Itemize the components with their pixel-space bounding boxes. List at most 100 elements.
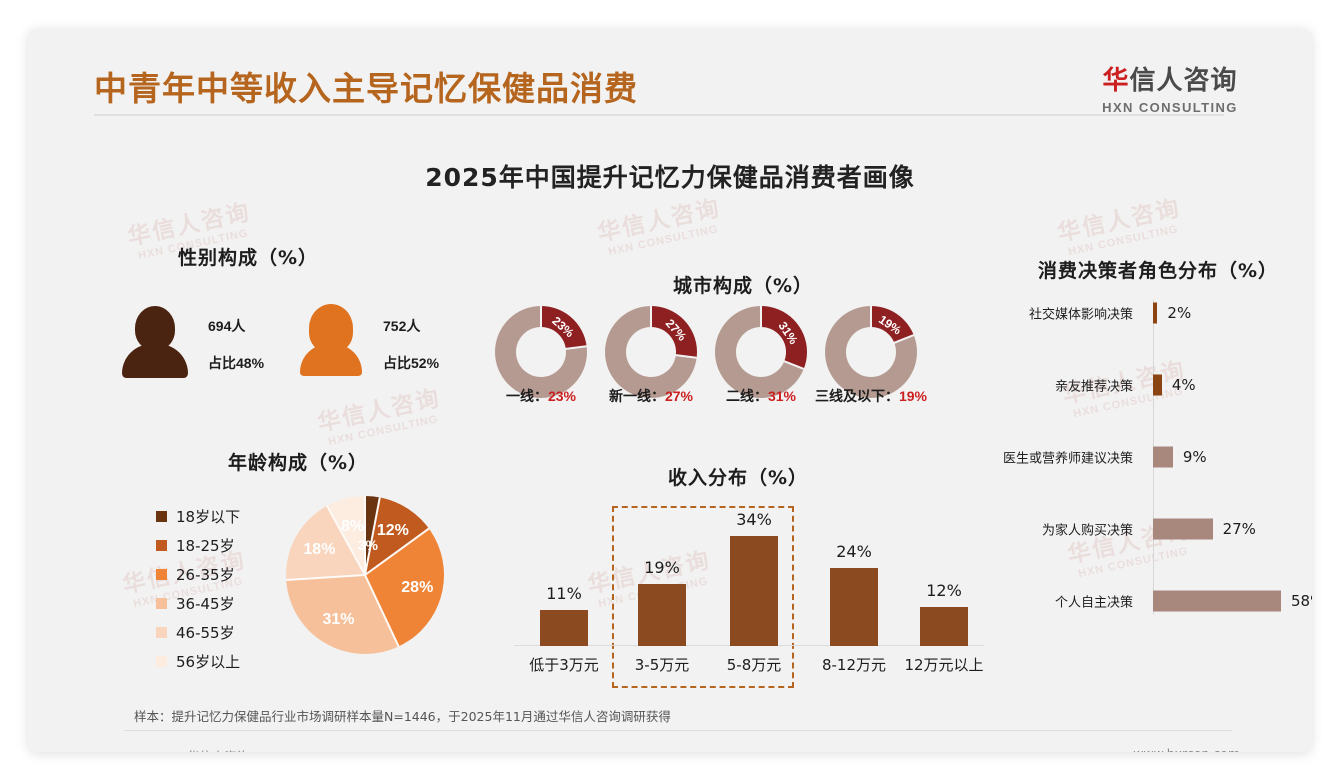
decision-maker-row: 医生或营养师建议决策 9% bbox=[988, 446, 1308, 468]
income-bar-chart: 11% 低于3万元 19% 3-5万元 34% 5-8万元 24% 8-12万元 12% 12万元… bbox=[514, 498, 984, 688]
city-donut: 23% bbox=[495, 306, 587, 398]
decision-maker-row: 个人自主决策 58% bbox=[988, 590, 1312, 612]
city-donut-caption: 新一线：27% bbox=[608, 388, 694, 404]
income-bar-value: 11% bbox=[546, 584, 582, 604]
age-legend-item: 46-55岁 bbox=[156, 618, 240, 647]
income-bar-value: 34% bbox=[736, 509, 772, 529]
age-legend: 18岁以下 18-25岁 26-35岁 36-45岁 46-55岁 56岁以上 bbox=[156, 502, 240, 676]
decision-maker-bar bbox=[1153, 518, 1213, 540]
decision-maker-bar-chart: 社交媒体影响决策 2% 亲友推荐决策 4% 医生或营养师建议决策 9% 为家人购买决策 27%… bbox=[988, 298, 1312, 628]
female-count: 752人 bbox=[383, 318, 421, 334]
income-chart-title: 收入分布（%） bbox=[667, 467, 809, 489]
decision-maker-value: 9% bbox=[1182, 448, 1207, 466]
legend-swatch bbox=[156, 511, 167, 522]
page-title: 中青年中等收入主导记忆保健品消费 bbox=[94, 69, 638, 108]
decision-maker-value: 27% bbox=[1222, 520, 1256, 538]
income-bar-group: 11% 低于3万元 bbox=[529, 584, 599, 674]
decision-maker-label: 亲友推荐决策 bbox=[1054, 379, 1133, 395]
pie-slice-label: 3% bbox=[357, 537, 378, 554]
pie-slice-label: 28% bbox=[401, 579, 434, 597]
legend-label: 18-25岁 bbox=[176, 537, 235, 555]
decision-maker-label: 医生或营养师建议决策 bbox=[1002, 451, 1133, 467]
age-legend-item: 36-45岁 bbox=[156, 589, 240, 618]
legend-label: 46-55岁 bbox=[176, 624, 235, 642]
pie-slice-label: 12% bbox=[376, 522, 409, 540]
pie-slice-divider bbox=[286, 574, 366, 581]
decision-maker-value: 4% bbox=[1171, 376, 1196, 394]
male-count: 694人 bbox=[208, 318, 246, 334]
legend-label: 36-45岁 bbox=[176, 595, 235, 613]
city-donut: 31% bbox=[715, 306, 807, 398]
legend-label: 18岁以下 bbox=[176, 508, 241, 526]
income-bar bbox=[920, 607, 968, 646]
legend-swatch bbox=[156, 569, 167, 580]
decision-maker-bar bbox=[1153, 302, 1158, 324]
age-legend-item: 18岁以下 bbox=[156, 502, 240, 531]
company-logo: 华信人咨询 HXN CONSULTING bbox=[1070, 60, 1270, 115]
legend-swatch bbox=[156, 627, 167, 638]
chart-subtitle: 2025年中国提升记忆力保健品消费者画像 bbox=[425, 163, 915, 192]
decision-maker-value: 2% bbox=[1167, 304, 1192, 322]
donut-hole bbox=[516, 327, 566, 377]
decision-maker-bar bbox=[1153, 446, 1173, 468]
pie-slice-divider bbox=[364, 574, 400, 647]
age-chart-title: 年龄构成（%） bbox=[227, 452, 369, 474]
legend-label: 26-35岁 bbox=[176, 566, 235, 584]
decision-maker-bar bbox=[1153, 374, 1162, 396]
income-bar-category: 12万元以上 bbox=[904, 656, 984, 674]
logo-english: HXN CONSULTING bbox=[1102, 100, 1238, 115]
decision-maker-row: 亲友推荐决策 4% bbox=[988, 374, 1308, 396]
footer-divider bbox=[124, 730, 1232, 731]
city-donut-caption: 一线：23% bbox=[505, 388, 577, 404]
decision-maker-label: 个人自主决策 bbox=[1054, 595, 1133, 611]
city-chart-title: 城市构成（%） bbox=[672, 275, 814, 297]
pie-slice-label: 18% bbox=[303, 540, 336, 558]
pie-slice-label: 31% bbox=[322, 610, 355, 628]
decision-maker-label: 为家人购买决策 bbox=[1041, 523, 1133, 539]
city-donut: 27% bbox=[605, 306, 697, 398]
donut-hole bbox=[846, 327, 896, 377]
legend-swatch bbox=[156, 598, 167, 609]
decision-maker-label: 社交媒体影响决策 bbox=[1028, 307, 1133, 323]
income-bar-group: 34% 5-8万元 bbox=[727, 510, 782, 675]
infographic-card: 华信人咨询 HXN CONSULTING 华信人咨询 HXN CONSULTING … bbox=[28, 28, 1312, 752]
website-url: www.hxrcon.com bbox=[1133, 746, 1240, 752]
age-legend-item: 26-35岁 bbox=[156, 560, 240, 589]
income-bar bbox=[540, 610, 588, 646]
income-bar-value: 12% bbox=[926, 581, 962, 600]
female-person-icon bbox=[298, 304, 364, 376]
income-bar-value: 19% bbox=[644, 558, 680, 578]
income-bar-category: 3-5万元 bbox=[634, 656, 690, 674]
donut-hole bbox=[736, 327, 786, 377]
income-bar-category: 5-8万元 bbox=[726, 656, 782, 674]
income-bar bbox=[638, 584, 686, 646]
gender-section-title: 性别构成（%） bbox=[177, 247, 319, 269]
male-share: 占比48% bbox=[208, 355, 265, 371]
decision-maker-bar bbox=[1153, 590, 1281, 612]
pie-slice-label: 8% bbox=[341, 517, 365, 535]
donut-hole bbox=[626, 327, 676, 377]
legend-swatch bbox=[156, 656, 167, 667]
decision-maker-value: 58% bbox=[1291, 592, 1312, 610]
decision-maker-row: 社交媒体影响决策 2% bbox=[988, 302, 1308, 324]
city-donut-caption: 三线及以下：19% bbox=[814, 388, 928, 404]
income-bar-category: 低于3万元 bbox=[529, 656, 599, 674]
income-highlight-box bbox=[612, 506, 794, 688]
income-bar-value: 24% bbox=[836, 542, 872, 561]
city-donut: 19% bbox=[825, 306, 917, 398]
income-bar bbox=[830, 568, 878, 646]
legend-label: 56岁以上 bbox=[176, 653, 241, 671]
decision-maker-row: 为家人购买决策 27% bbox=[988, 518, 1308, 540]
logo-char-hua: 华 bbox=[1102, 66, 1130, 96]
legend-swatch bbox=[156, 540, 167, 551]
header-divider bbox=[94, 114, 1224, 116]
income-bar-category: 8-12万元 bbox=[821, 656, 887, 674]
pie-slice-divider bbox=[364, 496, 366, 575]
age-legend-item: 56岁以上 bbox=[156, 647, 240, 676]
income-bar-group: 24% 8-12万元 bbox=[822, 542, 886, 674]
copyright-text: ©2026.1 HXR华信人咨询 bbox=[100, 746, 249, 752]
age-legend-item: 18-25岁 bbox=[156, 531, 240, 560]
